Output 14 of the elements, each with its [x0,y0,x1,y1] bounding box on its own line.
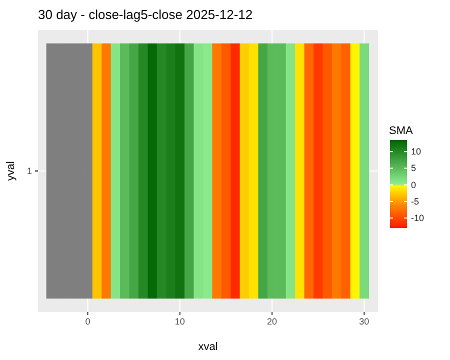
color-bar-label: 5 [411,163,416,174]
color-bar-label: -5 [411,196,420,206]
color-bar-label: -10 [411,213,424,224]
chart-title: 30 day - close-lag5-close 2025-12-12 [38,7,253,22]
x-axis-title: xval [198,341,218,353]
color-bar-title: SMA [389,125,414,137]
color-bar-label: 0 [411,180,416,190]
x-tick-label: 0 [85,316,90,326]
x-tick-label: 30 [359,316,370,326]
x-tick-label: 10 [174,316,185,326]
x-tick-label: 20 [267,316,278,326]
y-tick-label: 1 [26,166,32,176]
color-bar-label: 10 [411,146,422,157]
y-axis-title: yval [5,161,17,181]
